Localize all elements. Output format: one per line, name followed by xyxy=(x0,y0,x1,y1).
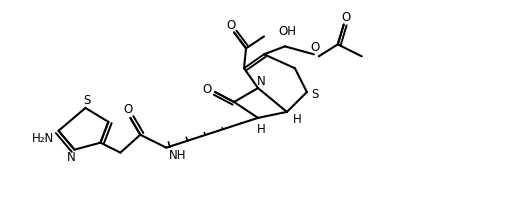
Text: O: O xyxy=(202,83,211,96)
Text: H₂N: H₂N xyxy=(32,132,53,145)
Text: OH: OH xyxy=(277,25,295,38)
Text: H: H xyxy=(256,123,265,136)
Text: N: N xyxy=(256,75,265,88)
Text: N: N xyxy=(67,151,76,164)
Text: O: O xyxy=(341,11,350,24)
Text: O: O xyxy=(226,19,235,32)
Text: H: H xyxy=(292,113,301,126)
Text: NH: NH xyxy=(169,149,186,162)
Text: S: S xyxy=(310,88,318,101)
Text: S: S xyxy=(82,94,90,108)
Text: O: O xyxy=(124,103,133,116)
Text: O: O xyxy=(309,41,319,54)
